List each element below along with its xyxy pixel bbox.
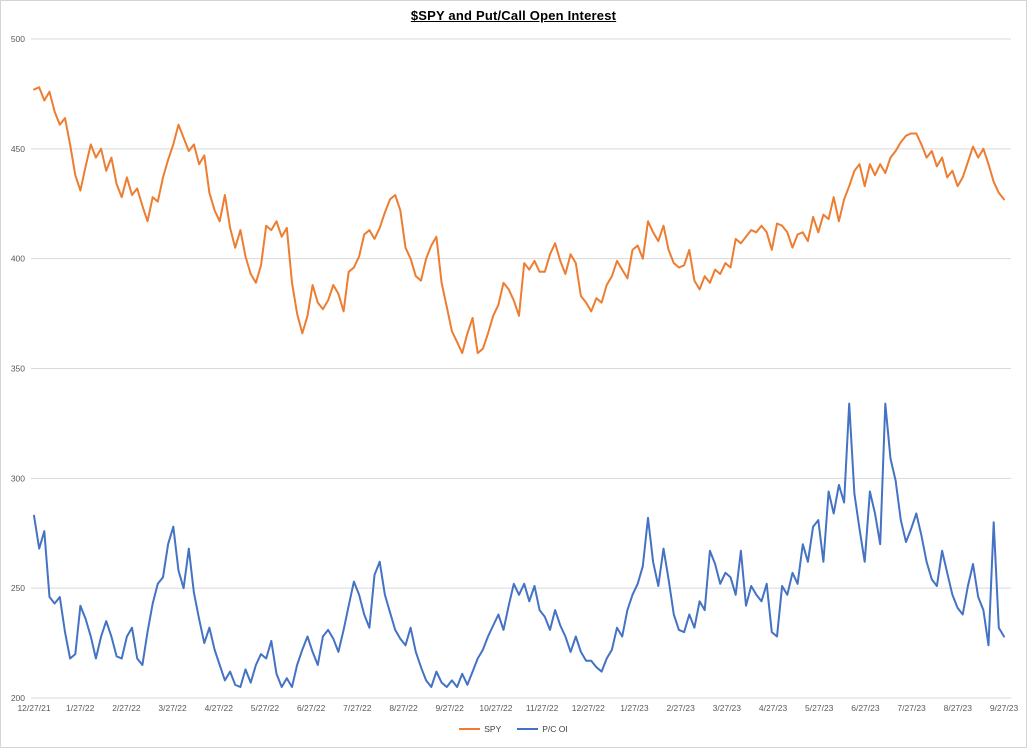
series-line-spy bbox=[33, 86, 1005, 355]
x-tick-label: 9/27/23 bbox=[990, 703, 1019, 713]
x-tick-label: 3/27/23 bbox=[713, 703, 742, 713]
x-tick-label: 7/27/23 bbox=[897, 703, 926, 713]
x-tick-label: 8/27/23 bbox=[944, 703, 973, 713]
x-tick-label: 12/27/22 bbox=[572, 703, 605, 713]
y-tick-label: 450 bbox=[11, 144, 25, 154]
legend-item-spy: SPY bbox=[459, 724, 501, 734]
series-line-p-c-oi bbox=[33, 402, 1005, 688]
y-tick-label: 400 bbox=[11, 254, 25, 264]
x-tick-label: 6/27/23 bbox=[851, 703, 880, 713]
x-tick-label: 7/27/22 bbox=[343, 703, 372, 713]
x-tick-label: 6/27/22 bbox=[297, 703, 326, 713]
x-tick-label: 1/27/22 bbox=[66, 703, 95, 713]
legend-label-spy: SPY bbox=[484, 724, 502, 734]
x-tick-label: 9/27/22 bbox=[436, 703, 465, 713]
y-tick-label: 250 bbox=[11, 583, 25, 593]
chart-title: $SPY and Put/Call Open Interest bbox=[410, 8, 617, 23]
pc-oi-line-swatch bbox=[517, 728, 539, 730]
legend: SPY P/C OI bbox=[1, 724, 1026, 734]
x-tick-label: 11/27/22 bbox=[526, 703, 559, 713]
x-tick-label: 2/27/22 bbox=[112, 703, 141, 713]
y-tick-label: 300 bbox=[11, 473, 25, 483]
x-tick-label: 2/27/23 bbox=[666, 703, 695, 713]
x-tick-label: 5/27/23 bbox=[805, 703, 834, 713]
y-tick-label: 200 bbox=[11, 693, 25, 703]
legend-item-pc-oi: P/C OI bbox=[517, 724, 568, 734]
y-tick-label: 350 bbox=[11, 364, 25, 374]
x-tick-label: 5/27/22 bbox=[251, 703, 280, 713]
y-tick-label: 500 bbox=[11, 34, 25, 44]
x-tick-label: 1/27/23 bbox=[620, 703, 649, 713]
x-tick-label: 8/27/22 bbox=[389, 703, 418, 713]
x-tick-label: 12/27/21 bbox=[17, 703, 50, 713]
x-tick-label: 3/27/22 bbox=[158, 703, 187, 713]
spy-line-swatch bbox=[459, 728, 481, 730]
x-tick-label: 4/27/22 bbox=[205, 703, 234, 713]
x-tick-label: 10/27/22 bbox=[479, 703, 512, 713]
x-tick-label: 4/27/23 bbox=[759, 703, 788, 713]
legend-label-pc-oi: P/C OI bbox=[542, 724, 568, 734]
